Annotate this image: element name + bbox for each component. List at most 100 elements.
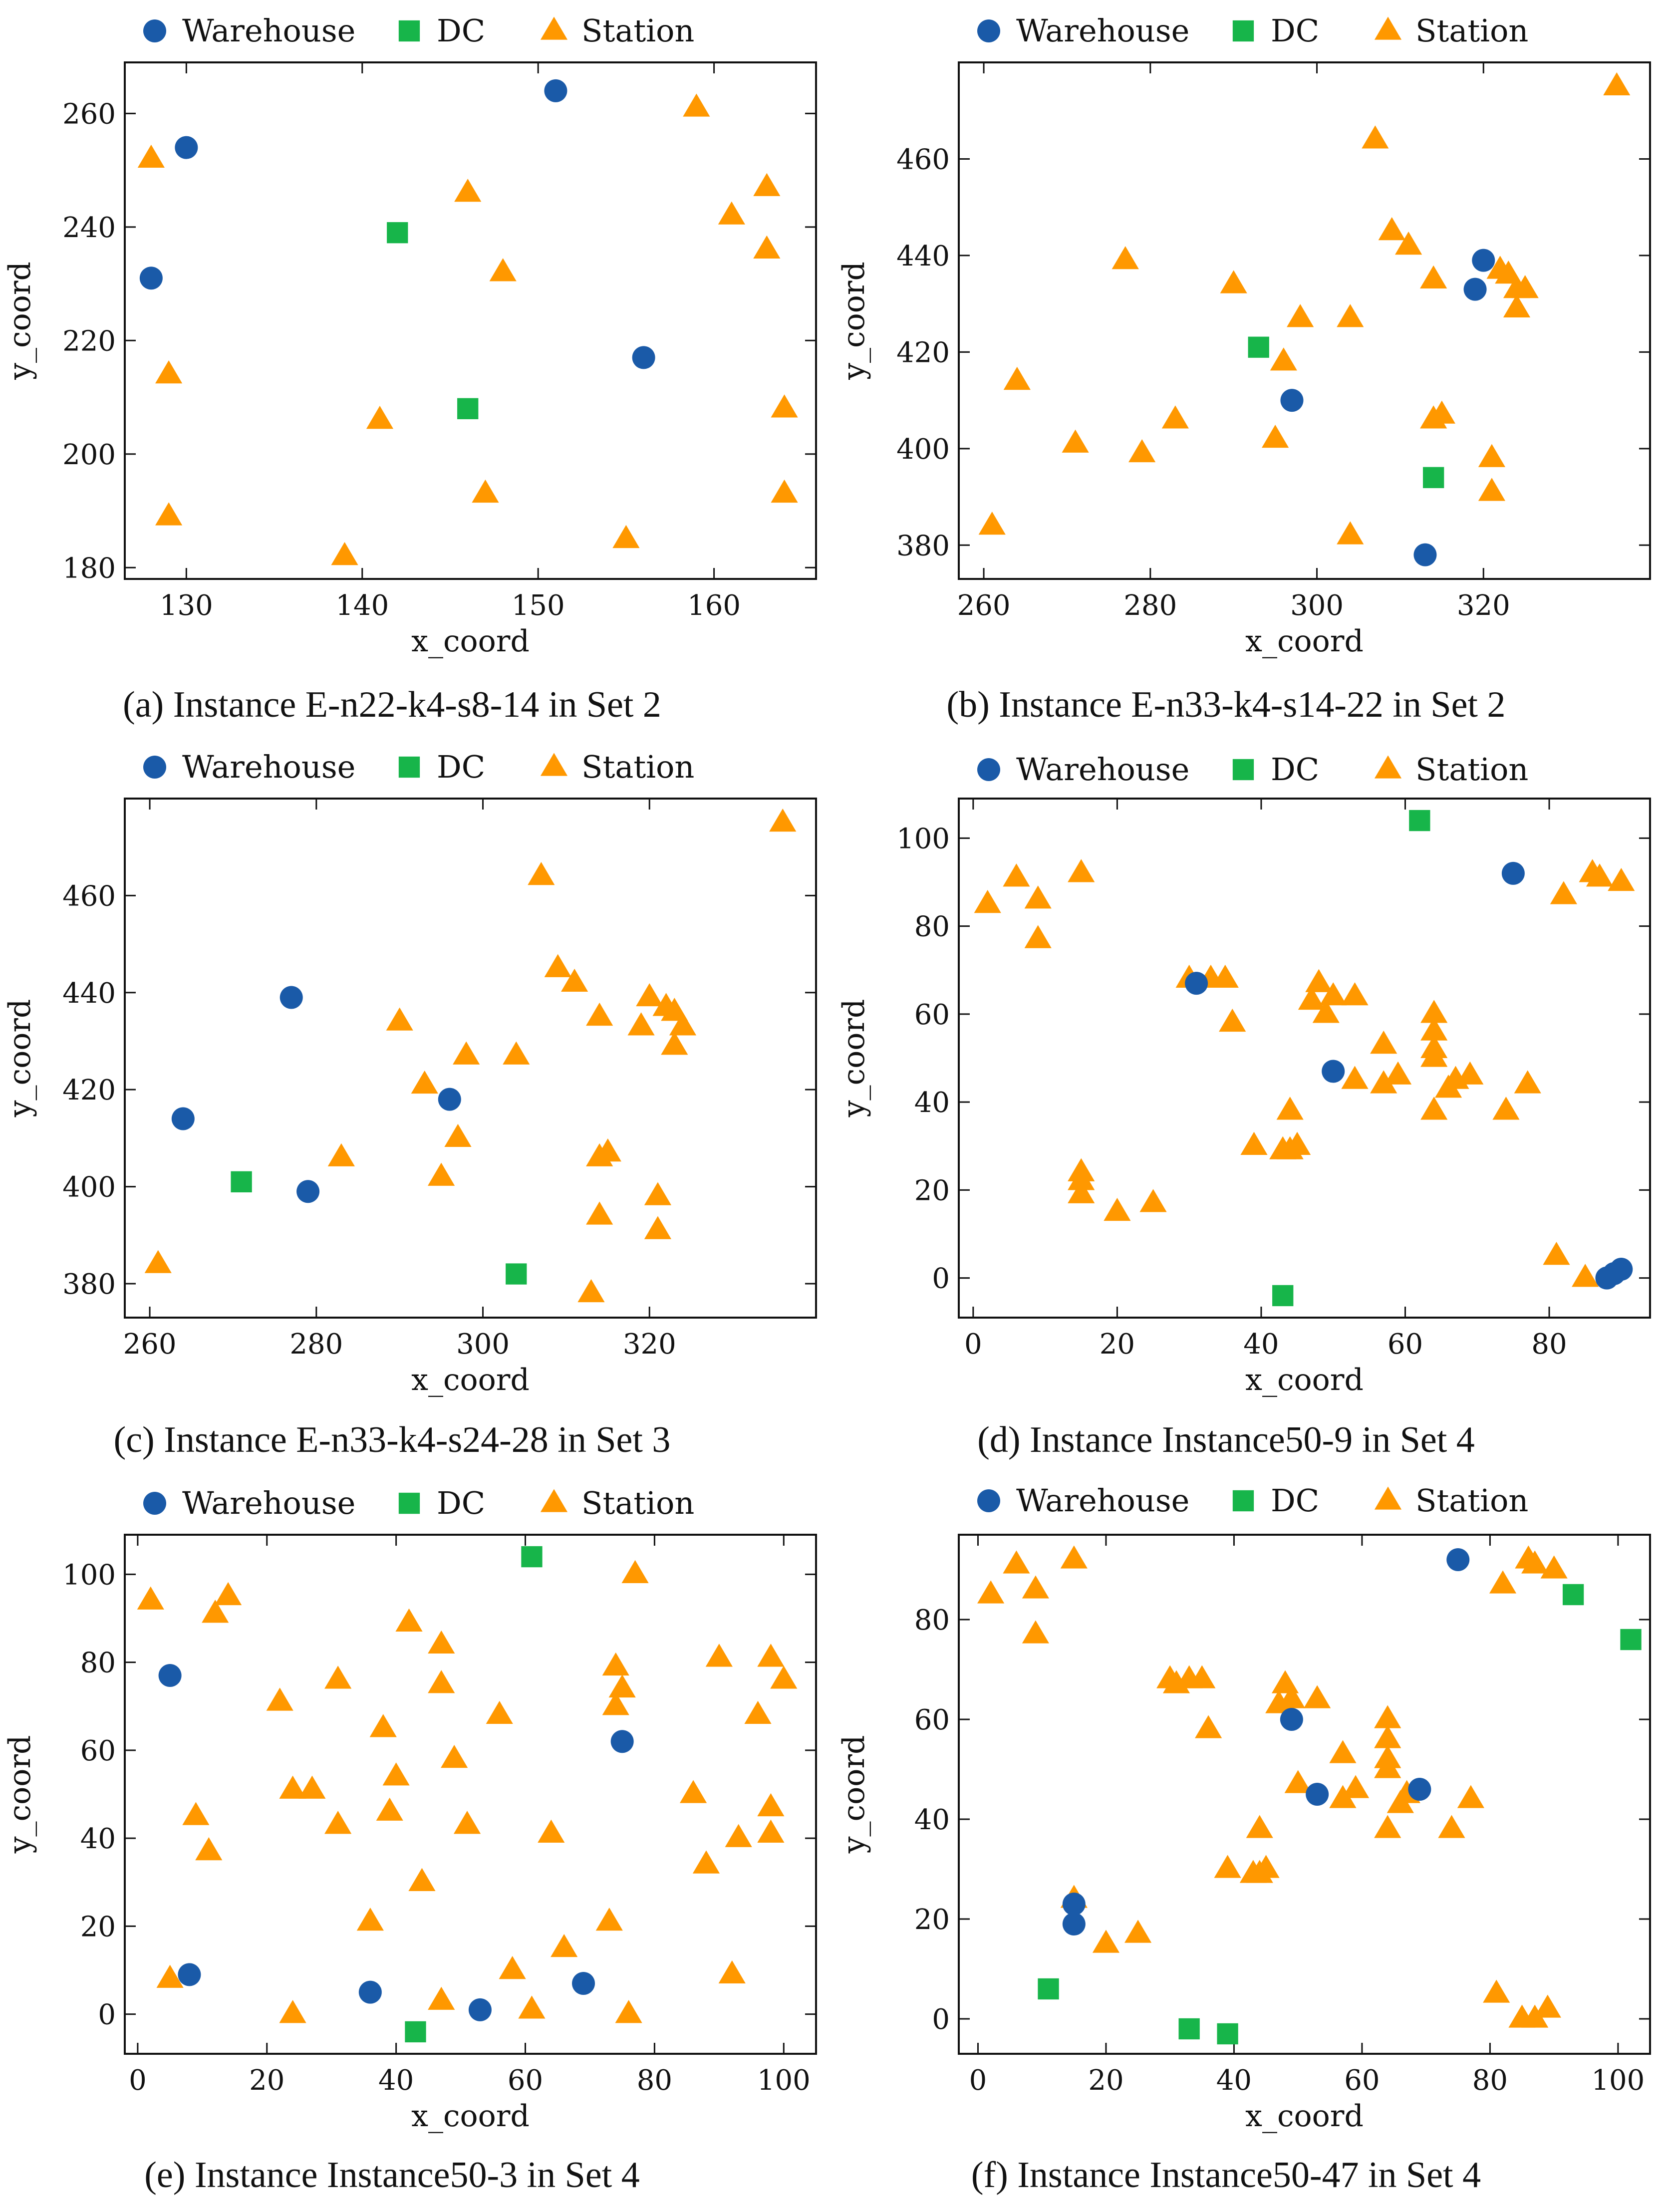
point-station [428,1162,455,1186]
x-tick-label: 100 [1591,2064,1645,2097]
point-station [472,479,499,503]
panel-f: Warehouse DC Station 0 20 40 60 80 100 0 20 40 60 80 x… [836,1482,1651,2134]
legend-warehouse-label: Warehouse [1016,1482,1189,1519]
x-tick-label: 80 [637,2064,672,2097]
legend-warehouse-marker [977,19,1000,42]
point-station [155,502,183,526]
point-dc [1562,1584,1584,1606]
point-station [1370,1070,1397,1094]
point-dc [231,1171,252,1193]
point-dc [1038,1978,1059,2000]
point-station [1128,439,1156,463]
x-tick-label: 280 [1123,589,1177,622]
point-warehouse [139,267,163,290]
legend-warehouse-label: Warehouse [1016,12,1189,49]
y-tick-label: 460 [62,880,116,912]
y-tick-label: 0 [932,2003,950,2036]
y-tick-label: 260 [62,98,116,130]
point-warehouse [1280,389,1304,412]
point-station [1341,982,1369,1006]
point-station [1478,444,1506,467]
x-tick-label: 60 [1344,2064,1380,2097]
point-station [1284,1770,1312,1793]
point-warehouse [358,1980,382,2004]
point-station [395,1608,423,1632]
legend-dc-label: DC [437,1485,485,1521]
point-station [279,2000,306,2023]
point-station [1514,1070,1541,1094]
point-station [1503,294,1531,318]
point-station [974,890,1001,913]
point-warehouse [158,1664,182,1687]
point-station [1214,1855,1241,1878]
x-axis-label: x_coord [1245,1363,1364,1397]
legend-dc-label: DC [437,749,485,785]
legend-dc-label: DC [1271,12,1319,49]
legend-station-label: Station [581,1485,694,1521]
point-station [411,1070,438,1094]
point-station [1092,1930,1120,1953]
point-station [1420,1000,1448,1023]
caption-panel-d: (d) Instance Instance50-9 in Set 4 [977,1419,1475,1460]
y-axis-label: y_coord [836,262,871,380]
point-station [1521,2004,1549,2028]
point-station [1394,232,1422,255]
legend-station-marker [1374,755,1402,779]
x-tick-label: 260 [123,1328,177,1361]
point-station [1270,347,1297,371]
legend-station-marker [540,16,568,40]
y-axis-label: y_coord [836,999,871,1118]
legend-warehouse-marker [977,1489,1000,1512]
point-station [1304,1685,1331,1708]
y-tick-label: 200 [62,439,116,471]
point-station [1492,1097,1520,1120]
point-station [669,1012,697,1036]
legend-warehouse-label: Warehouse [182,12,355,49]
point-station [528,861,555,885]
y-tick-label: 420 [62,1074,116,1106]
caption-panel-f: (f) Instance Instance50-47 in Set 4 [971,2155,1481,2196]
x-tick-label: 130 [160,589,213,622]
y-tick-label: 100 [896,823,950,855]
y-tick-label: 20 [80,1911,116,1943]
point-station [977,1580,1005,1604]
x-tick-label: 300 [1290,589,1344,622]
x-tick-label: 160 [687,589,741,622]
x-tick-label: 20 [249,2064,284,2097]
y-tick-label: 60 [914,999,950,1031]
x-tick-label: 60 [1388,1328,1423,1361]
point-station [1329,1785,1357,1808]
plot-frame [124,1534,817,2055]
point-station [428,1986,455,2010]
point-station [428,1630,455,1654]
point-station [1337,304,1364,327]
point-dc [405,2021,426,2043]
x-tick-label: 260 [957,589,1011,622]
point-station [298,1775,326,1799]
point-station [1586,863,1614,887]
point-station [327,1143,355,1166]
point-station [1438,1815,1465,1838]
point-station [1374,1725,1401,1748]
legend-station-marker [540,753,568,776]
legend: Warehouse DC Station [143,749,694,785]
point-station [155,360,183,384]
point-dc [1248,336,1269,358]
y-tick-label: 0 [932,1263,950,1295]
point-warehouse [1610,1258,1633,1281]
panel-c: Warehouse DC Station 260 280 300 320 380 400 420 4… [2,749,817,1397]
point-station [1060,1545,1088,1569]
panel-a: Warehouse DC Station 130 140 150 160 180 200 220 2… [2,12,817,659]
y-tick-label: 40 [914,1087,950,1119]
legend-warehouse-marker [143,1492,166,1515]
point-station [1312,1000,1340,1023]
point-warehouse [1446,1548,1470,1571]
y-tick-label: 80 [914,911,950,943]
caption-panel-e: (e) Instance Instance50-3 in Set 4 [144,2155,640,2196]
point-station [770,1665,798,1689]
point-station [1240,1131,1268,1155]
point-station [376,1797,403,1821]
point-station [1068,859,1095,882]
legend-dc-marker [1232,20,1254,42]
caption-panel-c: (c) Instance E-n33-k4-s24-28 in Set 3 [113,1419,671,1460]
